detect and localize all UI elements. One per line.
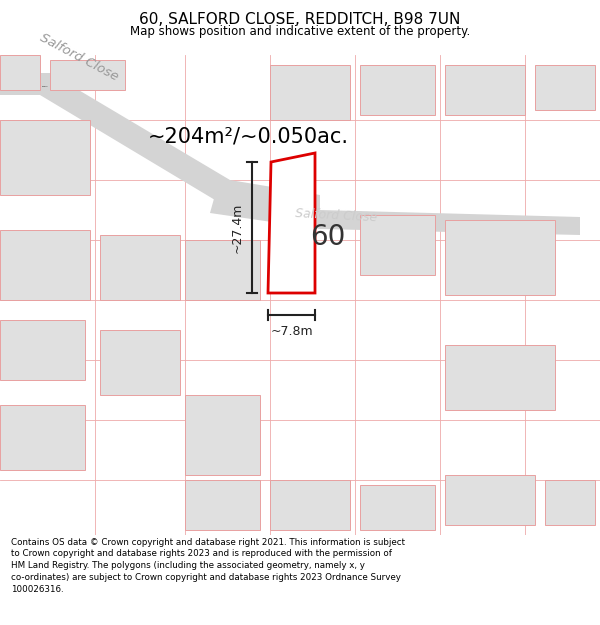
- Bar: [185, 395, 260, 475]
- Polygon shape: [210, 195, 580, 235]
- Bar: [445, 475, 535, 525]
- Bar: [0, 320, 85, 380]
- Bar: [360, 215, 435, 275]
- Text: Salford Close: Salford Close: [38, 31, 121, 83]
- Bar: [50, 60, 125, 90]
- Polygon shape: [0, 73, 320, 212]
- Bar: [100, 330, 180, 395]
- Polygon shape: [268, 153, 315, 293]
- Text: Contains OS data © Crown copyright and database right 2021. This information is : Contains OS data © Crown copyright and d…: [11, 538, 405, 594]
- Bar: [360, 485, 435, 530]
- Text: ~27.4m: ~27.4m: [231, 202, 244, 252]
- Text: Map shows position and indicative extent of the property.: Map shows position and indicative extent…: [130, 26, 470, 39]
- Bar: [0, 120, 90, 195]
- Text: 60, SALFORD CLOSE, REDDITCH, B98 7UN: 60, SALFORD CLOSE, REDDITCH, B98 7UN: [139, 12, 461, 27]
- Bar: [185, 240, 260, 300]
- Bar: [360, 65, 435, 115]
- Text: Salford Close: Salford Close: [295, 207, 377, 224]
- Bar: [270, 65, 350, 120]
- Text: 60: 60: [310, 223, 346, 251]
- Bar: [0, 55, 40, 90]
- Bar: [445, 65, 525, 115]
- Text: #aaaaaa: #aaaaaa: [42, 86, 49, 87]
- Bar: [445, 345, 555, 410]
- Bar: [185, 480, 260, 530]
- Bar: [270, 480, 350, 530]
- Bar: [445, 220, 555, 295]
- Bar: [535, 65, 595, 110]
- Bar: [0, 405, 85, 470]
- Bar: [0, 230, 90, 300]
- Text: ~204m²/~0.050ac.: ~204m²/~0.050ac.: [148, 126, 349, 146]
- Bar: [100, 235, 180, 300]
- Text: ~7.8m: ~7.8m: [270, 325, 313, 338]
- Bar: [545, 480, 595, 525]
